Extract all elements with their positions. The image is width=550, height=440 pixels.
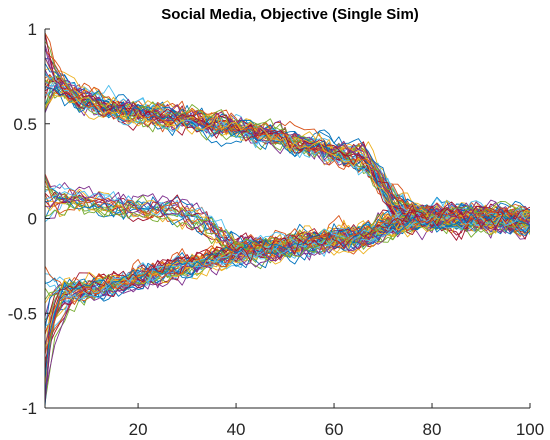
series-line [45,206,530,380]
chart-title: Social Media, Objective (Single Sim) [161,6,419,23]
series-line [45,204,530,374]
y-tick-label: -0.5 [8,304,37,323]
x-tick-label: 80 [423,420,442,439]
series-line [45,210,530,371]
y-tick-label: 0 [28,210,37,229]
series-line [45,207,530,355]
y-tick-label: 0.5 [13,115,37,134]
y-tick-label: 1 [28,20,37,39]
series-line [45,81,530,220]
series-line [45,32,530,233]
series-line [45,63,530,217]
series-line [45,85,530,226]
axes: 20 40 60 80 100 -1 -0.5 0 0.5 1 [8,20,544,439]
y-tick-label: -1 [22,399,37,418]
x-tick-label: 100 [516,420,544,439]
series-line [45,201,530,258]
series-line [45,212,530,327]
x-tick-label: 40 [227,420,246,439]
x-tick-label: 60 [325,420,344,439]
series-line [45,75,530,225]
series-group [45,32,530,407]
x-tick-label: 20 [129,420,148,439]
series-line [45,34,530,228]
